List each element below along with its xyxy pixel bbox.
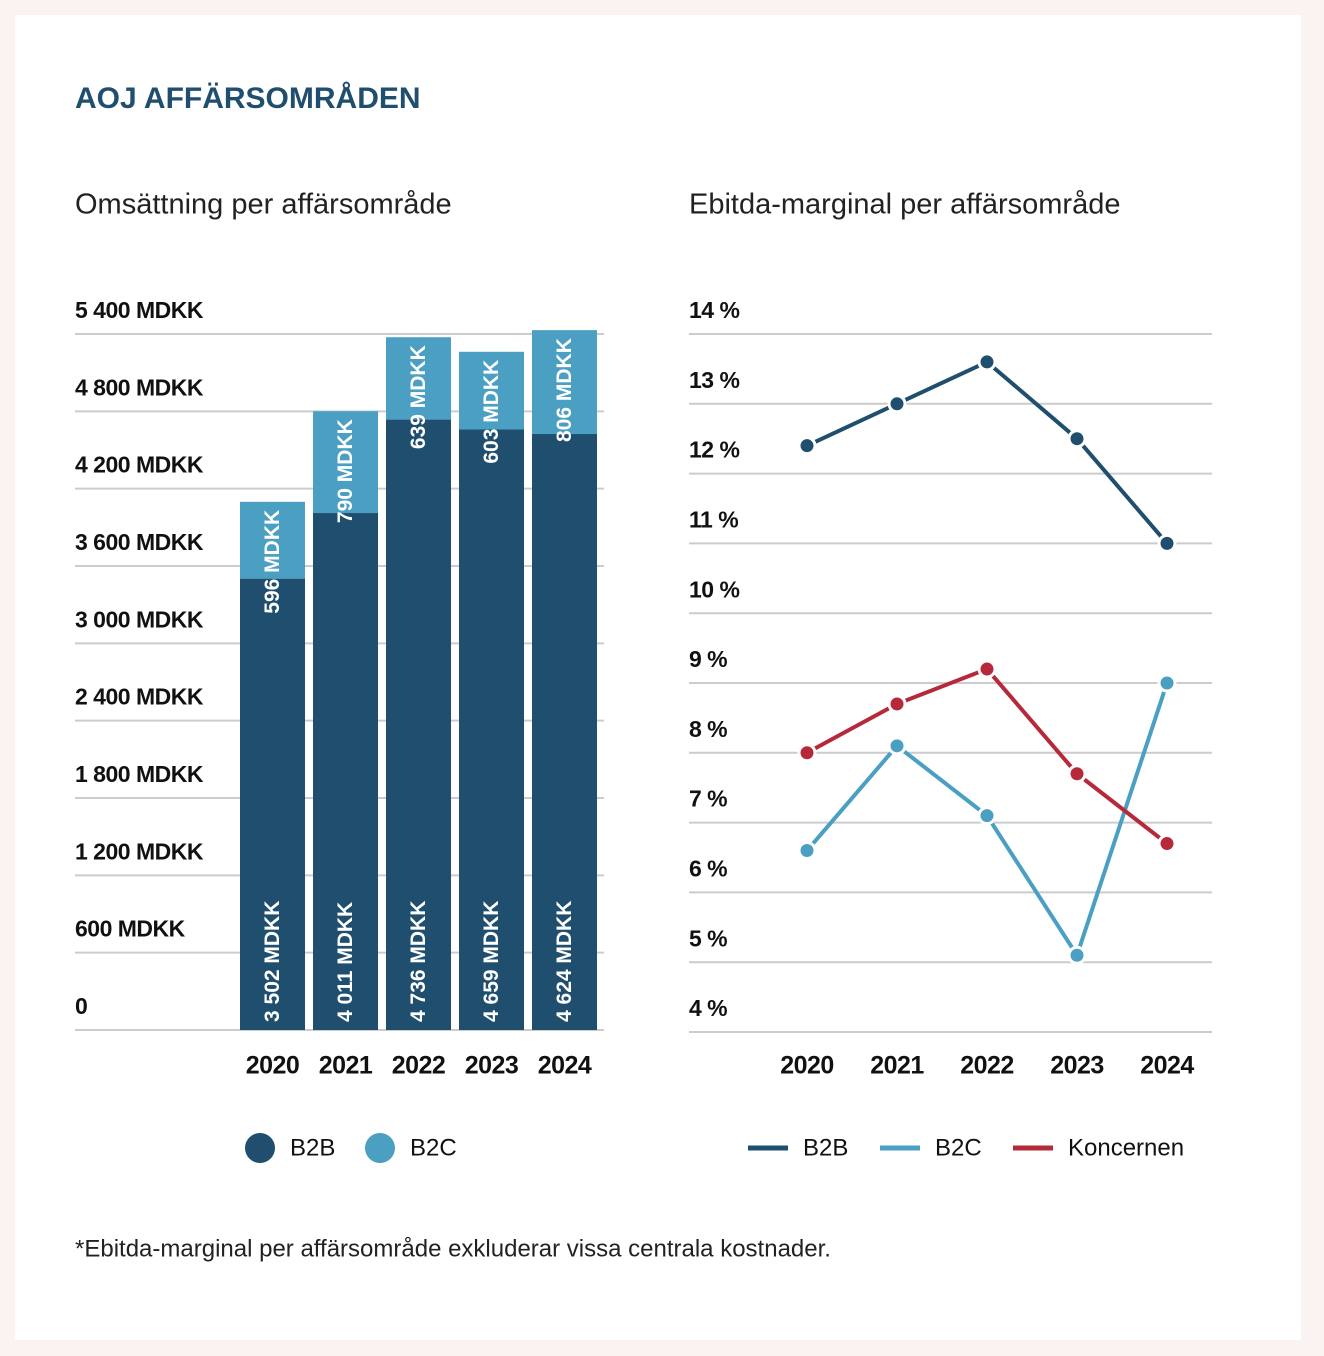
bar-segment bbox=[240, 578, 305, 1030]
y-tick-label: 1 200 MDKK bbox=[75, 838, 204, 864]
point bbox=[1067, 945, 1087, 965]
bar-segment bbox=[532, 330, 597, 435]
y-tick-label: 600 MDKK bbox=[75, 916, 186, 942]
x-tick-label: 2020 bbox=[246, 1052, 300, 1080]
point bbox=[977, 806, 997, 826]
x-tick-label: 2021 bbox=[319, 1052, 373, 1080]
legend-label: Koncernen bbox=[1068, 1134, 1184, 1161]
bar-segment bbox=[313, 513, 378, 1030]
card bbox=[15, 15, 1301, 1340]
point bbox=[1157, 533, 1177, 553]
footnote: *Ebitda-marginal per affärsområde exklud… bbox=[75, 1235, 831, 1262]
point bbox=[977, 352, 997, 372]
legend-label: B2B bbox=[803, 1134, 848, 1161]
value-label: 806 MDKK bbox=[553, 338, 576, 442]
y-tick-label: 5 % bbox=[689, 925, 727, 951]
x-tick-label: 2023 bbox=[1050, 1052, 1104, 1080]
point bbox=[1157, 673, 1177, 693]
x-tick-label: 2022 bbox=[392, 1052, 446, 1080]
legend-marker bbox=[245, 1133, 275, 1163]
x-tick-label: 2024 bbox=[1140, 1052, 1194, 1080]
bar-segment bbox=[386, 337, 451, 420]
value-label: 790 MDKK bbox=[334, 419, 357, 523]
page-title: AOJ AFFÄRSOMRÅDEN bbox=[75, 82, 421, 115]
point bbox=[977, 659, 997, 679]
y-tick-label: 6 % bbox=[689, 855, 727, 881]
value-label: 603 MDKK bbox=[480, 360, 503, 464]
bar-segment bbox=[313, 411, 378, 514]
y-tick-label: 2 400 MDKK bbox=[75, 684, 204, 710]
point bbox=[1067, 429, 1087, 449]
y-tick-label: 4 800 MDKK bbox=[75, 374, 204, 400]
bar-segment bbox=[386, 419, 451, 1030]
y-tick-label: 8 % bbox=[689, 716, 727, 742]
y-tick-label: 7 % bbox=[689, 786, 727, 812]
point bbox=[797, 743, 817, 763]
value-label: 4 736 MDKK bbox=[407, 901, 430, 1022]
point bbox=[887, 694, 907, 714]
y-tick-label: 14 % bbox=[689, 297, 739, 323]
point bbox=[887, 736, 907, 756]
value-label: 4 624 MDKK bbox=[553, 901, 576, 1022]
bar-segment bbox=[532, 434, 597, 1030]
y-tick-label: 3 000 MDKK bbox=[75, 606, 204, 632]
point bbox=[797, 436, 817, 456]
value-label: 639 MDKK bbox=[407, 345, 430, 449]
y-tick-label: 12 % bbox=[689, 437, 739, 463]
chart-subtitle: Ebitda-marginal per affärsområde bbox=[689, 189, 1120, 221]
y-tick-label: 3 600 MDKK bbox=[75, 529, 204, 555]
legend-label: B2C bbox=[410, 1134, 457, 1161]
y-tick-label: 0 bbox=[75, 993, 87, 1019]
legend-label: B2B bbox=[290, 1134, 335, 1161]
value-label: 4 659 MDKK bbox=[480, 901, 503, 1022]
y-tick-label: 4 200 MDKK bbox=[75, 452, 204, 478]
value-label: 596 MDKK bbox=[261, 510, 284, 614]
y-tick-label: 13 % bbox=[689, 367, 739, 393]
value-label: 4 011 MDKK bbox=[334, 902, 357, 1022]
point bbox=[887, 394, 907, 414]
point bbox=[797, 841, 817, 861]
bar-segment bbox=[459, 351, 524, 430]
legend-label: B2C bbox=[935, 1134, 982, 1161]
point bbox=[1067, 764, 1087, 784]
y-tick-label: 5 400 MDKK bbox=[75, 297, 204, 323]
y-tick-label: 1 800 MDKK bbox=[75, 761, 204, 787]
x-tick-label: 2020 bbox=[780, 1052, 834, 1080]
bar-segment bbox=[240, 501, 305, 579]
chart-subtitle: Omsättning per affärsområde bbox=[75, 189, 452, 221]
point bbox=[1157, 834, 1177, 854]
value-label: 3 502 MDKK bbox=[261, 901, 284, 1022]
bar-segment bbox=[459, 429, 524, 1030]
x-tick-label: 2022 bbox=[960, 1052, 1014, 1080]
y-tick-label: 9 % bbox=[689, 646, 727, 672]
x-tick-label: 2024 bbox=[538, 1052, 592, 1080]
y-tick-label: 4 % bbox=[689, 995, 727, 1021]
y-tick-label: 11 % bbox=[689, 506, 738, 532]
x-tick-label: 2021 bbox=[870, 1052, 924, 1080]
x-tick-label: 2023 bbox=[465, 1052, 519, 1080]
y-tick-label: 10 % bbox=[689, 576, 739, 602]
legend-marker bbox=[365, 1133, 395, 1163]
